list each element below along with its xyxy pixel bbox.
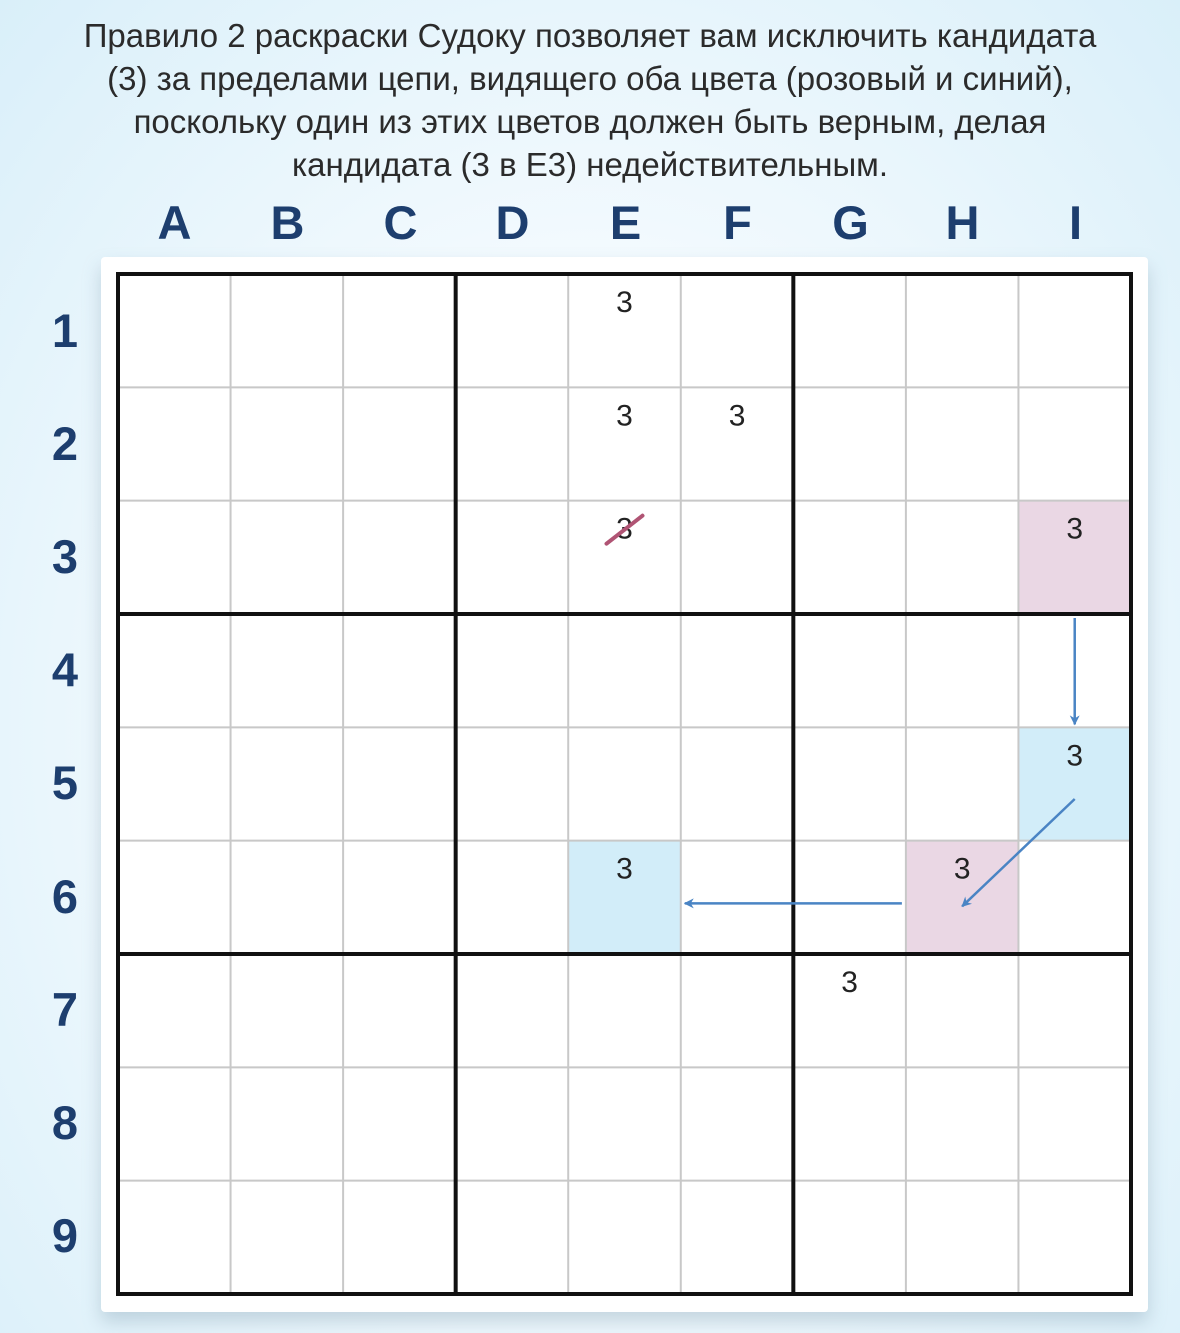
row-label-2: 2 [51,417,79,470]
board-border [116,272,1133,1296]
row-label-4: 4 [51,643,79,696]
board-background [101,257,1148,1312]
highlight-layer [568,500,1131,954]
row-label-7: 7 [51,983,79,1036]
column-label-h: H [945,196,980,249]
row-label-5: 5 [51,756,79,809]
candidate-h6: 3 [954,853,971,886]
chain-arrow-i5-h6 [961,798,1076,908]
candidate-i3: 3 [1066,513,1083,546]
candidate-i5: 3 [1066,739,1083,772]
strike-mark-e3 [604,513,645,546]
caption-line-3: поскольку один из этих цветов должен быт… [133,103,1047,140]
column-label-d: D [495,196,530,249]
highlight-i3 [1018,500,1131,614]
candidate-e1: 3 [616,286,633,319]
row-label-8: 8 [51,1096,79,1149]
row-label-3: 3 [51,530,79,583]
column-label-i: I [1068,196,1083,249]
column-label-b: B [270,196,305,249]
candidate-layer: 333333333 [604,286,1083,999]
column-label-g: G [832,196,869,249]
column-label-a: A [157,196,192,249]
row-label-1: 1 [51,304,79,357]
thin-grid-lines [118,274,1131,1294]
column-label-f: F [723,196,752,249]
caption-line-4: кандидата (3 в E3) недействительным. [291,146,889,183]
candidate-f2: 3 [729,399,746,432]
chain-arrow-layer [683,618,1080,909]
row-label-6: 6 [51,870,79,923]
row-label-9: 9 [51,1209,79,1262]
candidate-e6: 3 [616,853,633,886]
caption-line-1: Правило 2 раскраски Судоку позволяет вам… [83,17,1097,54]
highlight-e6 [568,840,681,954]
column-label-c: C [383,196,418,249]
box-grid-lines [116,272,1133,1296]
candidate-g7: 3 [841,966,858,999]
caption: Правило 2 раскраски Судоку позволяет вам… [30,14,1150,186]
candidate-e2: 3 [616,399,633,432]
column-label-e: E [609,196,642,249]
caption-line-2: (3) за пределами цепи, видящего оба цвет… [107,60,1073,97]
highlight-i5 [1018,727,1131,841]
